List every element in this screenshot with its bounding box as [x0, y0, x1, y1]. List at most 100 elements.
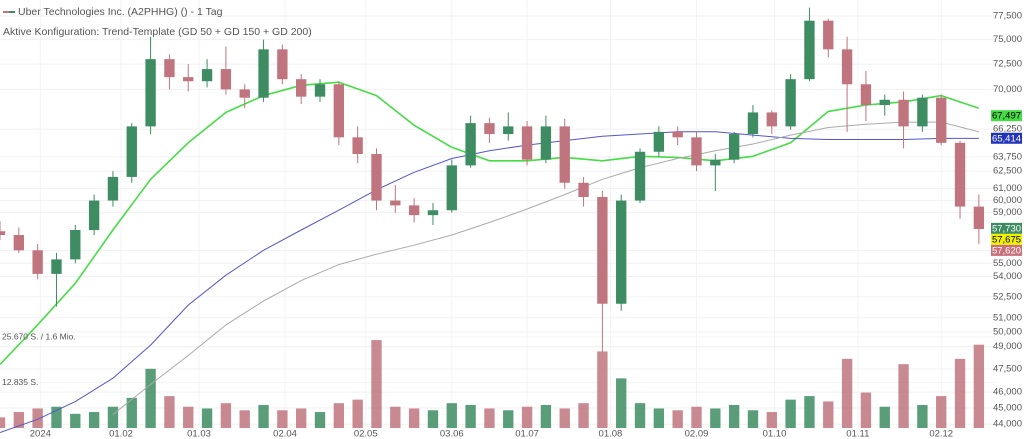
volume-bar [766, 412, 777, 428]
candle-body [691, 137, 702, 166]
volume-bar [220, 403, 232, 428]
volume-bar [823, 401, 834, 428]
volume-bar [917, 404, 928, 428]
y-tick-label: 50,000 [993, 327, 1022, 338]
candle-body [936, 97, 947, 143]
y-tick-label: 51,000 [993, 312, 1022, 323]
candle-body [597, 196, 608, 304]
volume-bar [446, 403, 457, 428]
volume-bar [804, 396, 815, 428]
candle-body [164, 59, 175, 78]
volume-bar [634, 403, 646, 428]
volume-bar [427, 410, 439, 428]
volume-bar [352, 399, 363, 428]
y-tick-label: 62,500 [993, 166, 1022, 177]
candle-body [917, 97, 928, 127]
x-tick-label: 01.08 [599, 429, 623, 439]
volume-bar [465, 404, 476, 428]
volume-bar [296, 408, 307, 428]
candle-body [747, 112, 759, 135]
candle-body [503, 126, 514, 135]
candle-body [390, 200, 401, 206]
volume-bar [371, 340, 382, 428]
candle-body [841, 49, 853, 85]
volume-tick-label: 12.835 S. [2, 377, 38, 387]
moving-average-line [0, 81, 980, 366]
y-tick-label: 45,000 [993, 403, 1022, 414]
price-tag [991, 222, 1022, 234]
candle-body [465, 123, 476, 166]
price-tag-label: 57,730 [992, 223, 1021, 234]
volume-bar [164, 396, 175, 428]
candle-body [823, 20, 834, 50]
x-tick-label: 2024 [30, 429, 51, 439]
candle-body [277, 49, 288, 80]
chart-title: Uber Technologies Inc. (A2PHHG) () - 1 T… [18, 6, 223, 18]
volume-bar [728, 404, 740, 428]
y-tick-label: 60,000 [993, 195, 1022, 206]
price-tag [991, 132, 1022, 144]
candle-body [427, 210, 439, 216]
candle-body [258, 49, 269, 98]
candle-body [333, 84, 345, 138]
volume-bar [747, 410, 759, 428]
volume-bar [258, 404, 269, 428]
candle-body [804, 20, 815, 80]
candle-body [201, 69, 213, 82]
x-tick-label: 01.03 [187, 429, 211, 439]
volume-bar [653, 408, 665, 428]
y-tick-label: 55,000 [993, 258, 1022, 269]
x-tick-label: 01.02 [109, 429, 133, 439]
chart-subtitle: Aktive Konfiguration: Trend-Template (GD… [3, 26, 312, 38]
volume-bar [126, 397, 137, 428]
volume-bar [710, 408, 721, 428]
volume-bar [183, 406, 194, 428]
volume-bar [672, 410, 683, 428]
x-tick-label: 01.11 [846, 429, 869, 439]
volume-bar [879, 406, 890, 428]
x-tick-label: 01.07 [515, 429, 539, 439]
volume-bar [841, 358, 853, 428]
volume-bar [32, 408, 43, 428]
candle-body [785, 79, 796, 127]
volume-bar [145, 368, 156, 428]
candle-body [559, 126, 570, 183]
volume-bar [408, 408, 420, 428]
candle-body [239, 89, 250, 98]
candle-body [898, 99, 909, 127]
candle-body [183, 77, 194, 82]
candle-body [446, 165, 457, 211]
y-tick-label: 70,000 [993, 84, 1022, 95]
candle-body [70, 230, 81, 260]
candle-body [107, 176, 119, 201]
x-tick-label: 02.12 [929, 429, 953, 439]
x-tick-label: 03.06 [440, 429, 464, 439]
volume-bar [201, 408, 213, 428]
candle-body [954, 142, 966, 207]
volume-bar [484, 408, 495, 428]
volume-bar [691, 406, 702, 428]
candle-body [88, 200, 100, 231]
candle-body [51, 259, 62, 274]
candle-body [0, 231, 6, 236]
y-tick-label: 46,000 [993, 387, 1022, 398]
volume-bar [973, 344, 985, 428]
volume-tick-label: 25.670 S. / 1.6 Mio. [2, 331, 76, 341]
y-tick-label: 44,000 [993, 419, 1022, 430]
price-tag [991, 110, 1022, 122]
volume-bar [785, 399, 796, 428]
x-tick-label: 02.04 [273, 429, 297, 439]
candle-body [13, 235, 25, 251]
price-tag-label: 57,620 [992, 245, 1021, 256]
moving-average-line [112, 121, 980, 415]
candle-body [145, 59, 156, 127]
volume-bar [540, 404, 552, 428]
volume-bar [559, 408, 570, 428]
candle-body [728, 134, 740, 160]
candle-body [352, 137, 363, 155]
candle-body [220, 69, 232, 90]
volume-bar [616, 378, 627, 428]
candle-body [296, 79, 307, 97]
volume-bar [70, 413, 81, 428]
volume-bar [503, 410, 514, 428]
